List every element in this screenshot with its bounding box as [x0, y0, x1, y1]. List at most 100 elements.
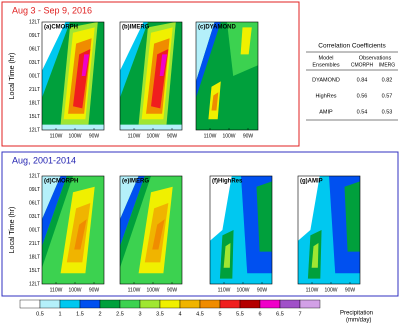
table-title: Correlation Coefficients — [318, 43, 386, 50]
x-tick-label: 100W — [146, 133, 159, 139]
x-tick-label: 110W — [128, 133, 141, 139]
field-contour — [311, 242, 319, 268]
table-header: Model — [319, 55, 334, 61]
colorbar-tick-label: 5 — [218, 311, 221, 317]
field — [120, 176, 182, 284]
y-tick-label: 06LT — [29, 200, 40, 206]
x-tick-label: 110W — [306, 287, 319, 293]
colorbar-box — [39, 299, 61, 309]
field — [120, 22, 182, 130]
field-contour — [210, 176, 232, 241]
bottom-title: Aug, 2001-2014 — [12, 155, 76, 165]
x-tick-label: 90W — [257, 287, 268, 293]
colorbar-box — [119, 299, 141, 309]
top-frame — [1, 1, 300, 147]
x-tick-label: 90W — [167, 133, 178, 139]
y-axis-label: Local Time (hr) — [9, 53, 16, 100]
panel-frame — [297, 175, 361, 285]
table-header: IMERG — [379, 62, 396, 68]
colorbar-box — [239, 299, 261, 309]
y-tick-label: 18LT — [29, 254, 40, 260]
y-tick-label: 00LT — [29, 227, 40, 233]
colorbar-tick-label: 1.5 — [76, 311, 84, 317]
field-contour — [298, 176, 320, 241]
y-tick-label: 03LT — [29, 60, 40, 66]
panel-frame — [119, 175, 183, 285]
table-cell: 0.84 — [357, 77, 368, 83]
colorbar-box — [279, 299, 301, 309]
y-tick-label: 12LT — [29, 127, 40, 133]
y-tick-label: 15LT — [29, 268, 40, 274]
y-tick-label: 09LT — [29, 187, 40, 193]
colorbar-tick-label: 6.5 — [276, 311, 284, 317]
colorbar-label: Precipitation — [340, 311, 373, 317]
y-tick-label: 21LT — [29, 241, 40, 247]
field-contour — [42, 124, 104, 130]
colorbar-box — [19, 299, 41, 309]
table-cell: 0.56 — [357, 93, 368, 99]
x-tick-label: 110W — [50, 287, 63, 293]
table-header: Observations — [359, 55, 392, 61]
table-cell: 0.82 — [382, 77, 393, 83]
colorbar-tick-label: 3.5 — [156, 311, 164, 317]
x-tick-label: 110W — [204, 133, 217, 139]
panel-frame — [41, 175, 105, 285]
colorbar-label: (mm/day) — [346, 318, 371, 324]
table-cell: HighRes — [315, 93, 336, 99]
table-header: Ensembles — [312, 62, 339, 68]
x-tick-label: 100W — [324, 287, 337, 293]
field-contour — [344, 181, 360, 252]
x-tick-label: 100W — [236, 287, 249, 293]
panel-label: (d)CMORPH — [44, 179, 78, 185]
panel-frame — [119, 21, 183, 131]
colorbar-box — [139, 299, 161, 309]
y-tick-label: 15LT — [29, 114, 40, 120]
panel-label: (g)AMIP — [300, 179, 323, 185]
x-tick-label: 110W — [218, 287, 231, 293]
table-header: CMORPH — [351, 62, 374, 68]
table-cell: 0.54 — [357, 109, 368, 115]
field-contour — [120, 176, 151, 268]
panel-frame — [41, 21, 105, 131]
y-tick-label: 00LT — [29, 73, 40, 79]
x-tick-label: 100W — [146, 287, 159, 293]
field-contour — [120, 22, 148, 98]
field — [42, 176, 104, 284]
colorbar-box — [79, 299, 101, 309]
field-contour — [256, 181, 272, 252]
field-contour — [196, 22, 221, 98]
table-cell: 0.57 — [382, 93, 393, 99]
panel-label: (c)DYAMOND — [198, 25, 236, 31]
colorbar-box — [219, 299, 241, 309]
field-contour — [42, 176, 73, 268]
field — [42, 22, 104, 130]
y-tick-label: 09LT — [29, 33, 40, 39]
colorbar-tick-label: 5.5 — [236, 311, 244, 317]
field-contour — [211, 92, 219, 111]
colorbar-tick-label: 6 — [258, 311, 261, 317]
field-contour — [240, 27, 252, 55]
y-tick-label: 12LT — [29, 173, 40, 179]
y-tick-label: 21LT — [29, 87, 40, 93]
x-tick-label: 90W — [167, 287, 178, 293]
table-cell: DYAMOND — [312, 77, 340, 83]
colorbar-tick-label: 1 — [58, 311, 61, 317]
field-contour — [120, 176, 139, 220]
panel-label: (b)IMERG — [122, 25, 150, 31]
table-cell: 0.53 — [382, 109, 393, 115]
field-contour — [120, 176, 145, 247]
x-tick-label: 100W — [68, 287, 81, 293]
y-tick-label: 03LT — [29, 214, 40, 220]
colorbar-box — [179, 299, 201, 309]
y-tick-label: 06LT — [29, 46, 40, 52]
panel-frame — [195, 21, 259, 131]
field — [196, 22, 258, 130]
bottom-frame — [1, 151, 399, 297]
y-axis-label: Local Time (hr) — [9, 207, 16, 254]
colorbar-box — [159, 299, 181, 309]
field — [298, 176, 360, 284]
field-contour — [152, 219, 165, 250]
panel-label: (a)CMORPH — [44, 25, 78, 31]
y-tick-label: 12LT — [29, 19, 40, 25]
